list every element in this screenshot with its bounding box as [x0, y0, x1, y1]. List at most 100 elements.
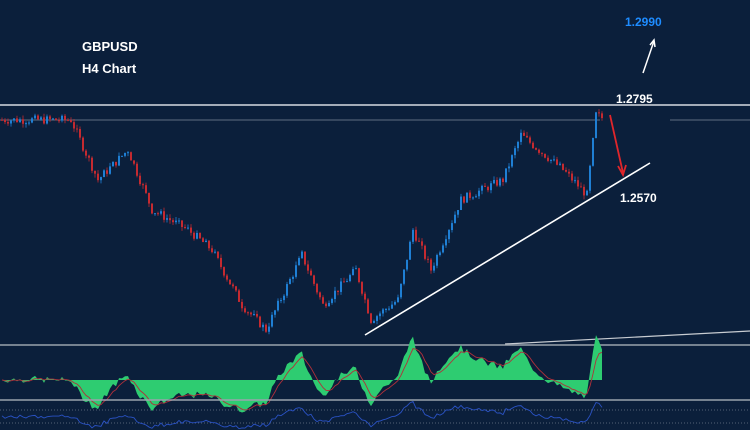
candle: [43, 113, 45, 125]
candle: [508, 163, 510, 173]
candle: [178, 217, 180, 224]
candle: [238, 288, 240, 303]
candle: [172, 218, 174, 226]
candle: [256, 310, 258, 319]
candle: [349, 273, 351, 283]
candle: [328, 300, 330, 307]
candle: [268, 322, 270, 335]
candle: [475, 194, 477, 198]
candle: [250, 311, 252, 317]
candle: [394, 300, 396, 306]
oscillator-trendline: [504, 330, 750, 345]
candle: [115, 161, 117, 168]
candle: [58, 117, 60, 124]
candle: [220, 254, 222, 270]
candle: [154, 213, 156, 216]
candle: [334, 286, 336, 303]
candle: [367, 298, 369, 314]
candle: [364, 291, 366, 304]
candle: [121, 155, 123, 158]
candle: [313, 274, 315, 286]
candle: [487, 185, 489, 193]
candle: [37, 114, 39, 121]
candle: [52, 117, 54, 120]
candle: [25, 121, 27, 128]
candle: [388, 306, 390, 311]
candle: [187, 224, 189, 230]
candle: [346, 278, 348, 283]
candle: [151, 203, 153, 215]
candle: [196, 230, 198, 240]
oscillator-pane: [1, 335, 603, 413]
candle: [373, 319, 375, 324]
candle: [106, 167, 108, 177]
candle: [340, 278, 342, 295]
candle: [1, 117, 3, 121]
chart-title: GBPUSD: [82, 39, 138, 54]
candle: [19, 117, 21, 123]
chart-subtitle: H4 Chart: [82, 61, 137, 76]
candle: [118, 152, 120, 167]
candle: [166, 214, 168, 223]
candle: [55, 118, 57, 121]
candle: [385, 307, 387, 313]
candle: [421, 238, 423, 250]
candle: [376, 314, 378, 325]
candle: [133, 160, 135, 166]
candle: [541, 152, 543, 157]
candle: [4, 118, 6, 125]
candle: [109, 162, 111, 175]
candle: [457, 209, 459, 218]
down-arrow-icon: [609, 114, 627, 178]
candle: [412, 228, 414, 245]
candle: [280, 297, 282, 304]
candle: [277, 298, 279, 312]
candle: [577, 176, 579, 190]
candle: [160, 209, 162, 216]
candle: [79, 126, 81, 140]
candle: [130, 151, 132, 161]
candle: [589, 164, 591, 194]
candle: [436, 253, 438, 269]
candle: [28, 120, 30, 126]
candle: [100, 176, 102, 184]
candle: [601, 111, 603, 121]
candle: [229, 279, 231, 285]
candle: [163, 207, 165, 223]
candles: [1, 109, 603, 335]
candle: [397, 294, 399, 303]
candle: [472, 196, 474, 200]
candle: [184, 224, 186, 230]
candle: [253, 310, 255, 316]
candle: [496, 177, 498, 187]
candle: [451, 220, 453, 233]
candle: [259, 315, 261, 328]
candle: [265, 323, 267, 334]
candle: [481, 184, 483, 195]
candle: [316, 282, 318, 295]
candle: [139, 172, 141, 186]
candle: [490, 180, 492, 194]
candle: [214, 249, 216, 254]
candle: [502, 177, 504, 186]
candle: [403, 269, 405, 286]
candle: [31, 117, 33, 124]
candle: [208, 240, 210, 251]
candle: [511, 154, 513, 168]
candle: [595, 111, 597, 139]
candle: [274, 309, 276, 318]
candle: [112, 161, 114, 167]
candle: [538, 148, 540, 155]
candle: [547, 155, 549, 163]
candle: [292, 275, 294, 283]
candle: [505, 168, 507, 184]
candle: [514, 145, 516, 159]
candle: [322, 295, 324, 304]
candle: [406, 259, 408, 272]
candle: [331, 297, 333, 305]
candle: [370, 312, 372, 325]
candle: [430, 258, 432, 274]
candle: [517, 140, 519, 152]
candle: [598, 109, 600, 117]
